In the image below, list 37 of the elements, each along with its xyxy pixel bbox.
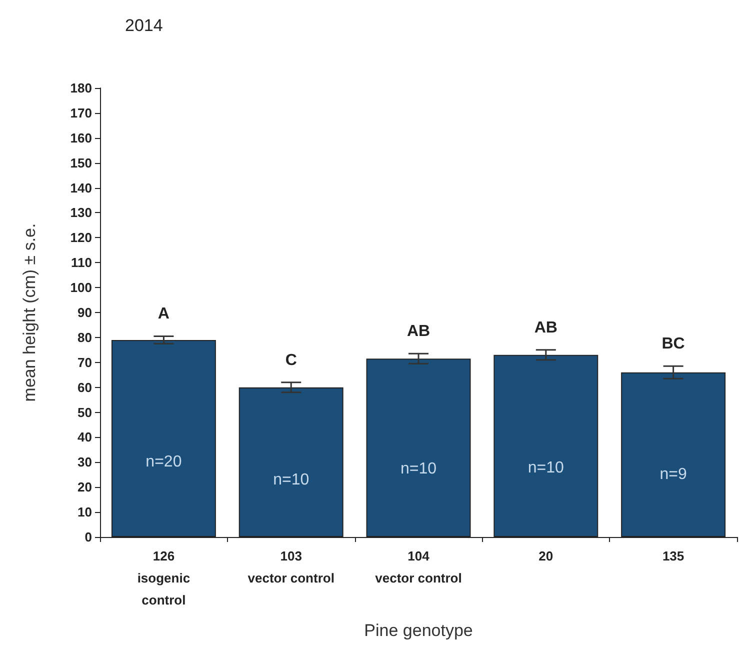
- x-tick-label: 126 isogenic control: [137, 548, 190, 608]
- y-tick-label: 80: [78, 330, 92, 345]
- y-tick-label: 0: [84, 530, 92, 544]
- x-axis-title: Pine genotype: [364, 621, 473, 640]
- y-tick-label: 10: [78, 504, 92, 520]
- annotation: C: [285, 352, 298, 369]
- y-tick-label: 30: [78, 454, 92, 470]
- annotation: n=9: [660, 466, 687, 483]
- annotation: A: [158, 306, 170, 323]
- chart-title: 2014: [125, 16, 163, 35]
- y-tick-label: 140: [70, 180, 92, 196]
- annotation: n=10: [273, 472, 310, 489]
- y-tick-label: 120: [70, 230, 92, 246]
- y-tick-label: 110: [71, 255, 92, 270]
- annotation: n=10: [528, 459, 564, 476]
- y-axis-title: mean height (cm) ± s.e.: [20, 223, 39, 402]
- y-tick-label: 60: [78, 380, 92, 395]
- annotation: BC: [662, 336, 686, 353]
- y-tick-label: 180: [70, 80, 92, 96]
- annotation: n=10: [400, 460, 437, 478]
- x-tick-label: 103 vector control: [248, 548, 334, 586]
- y-tick-label: 50: [78, 404, 92, 420]
- y-tick-label: 100: [70, 280, 92, 296]
- annotation: AB: [534, 319, 558, 336]
- y-tick-label: 130: [70, 205, 92, 220]
- y-tick-label: 70: [78, 354, 92, 370]
- annotation: AB: [406, 323, 430, 340]
- y-tick-label: 40: [78, 430, 92, 445]
- x-tick-label: 104 vector control: [375, 548, 462, 586]
- annotation: n=20: [146, 454, 182, 471]
- y-tick-label: 160: [70, 130, 92, 146]
- y-tick-label: 150: [70, 155, 92, 170]
- y-tick-label: 90: [78, 305, 92, 320]
- y-tick-label: 20: [78, 480, 92, 495]
- x-tick-label: 135: [662, 548, 684, 564]
- x-tick-label: 20: [538, 548, 554, 564]
- y-tick-label: 170: [70, 105, 92, 120]
